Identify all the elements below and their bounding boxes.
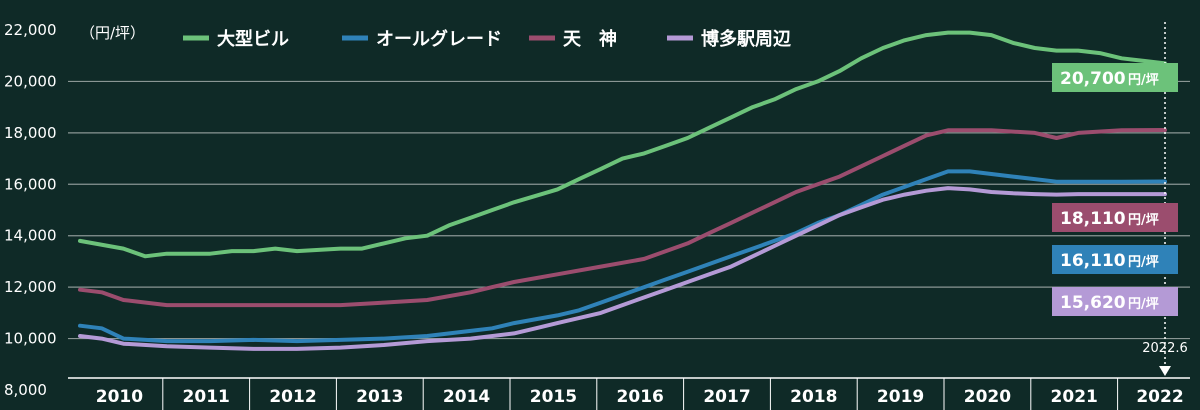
legend-label: 博多駅周辺 [701, 28, 791, 50]
marker-label: 2022.6 [1142, 341, 1188, 356]
series-lines [78, 30, 1167, 351]
x-tick-label: 2022 [1136, 387, 1183, 407]
legend: 大型ビル オールグレード 天 神 博多駅周辺 [183, 28, 791, 50]
y-tick-label: 12,000 [4, 278, 57, 296]
callout-box [1052, 287, 1178, 316]
x-tick-label: 2018 [790, 387, 837, 407]
value-callouts: 20,700 円/坪18,110 円/坪16,110 円/坪15,620 円/坪 [1052, 63, 1178, 316]
legend-label: 大型ビル [217, 28, 289, 50]
y-unit-label: （円/坪） [80, 24, 145, 42]
callout-unit: 円/坪 [1128, 73, 1159, 88]
y-tick-label: 20,000 [4, 72, 57, 90]
callout-value: 15,620 [1060, 293, 1126, 313]
x-tick-label: 2013 [356, 387, 403, 407]
y-tick-label: 22,000 [4, 21, 57, 39]
callout-value: 16,110 [1060, 251, 1126, 271]
callout-box [1052, 63, 1178, 92]
x-tick-label: 2014 [443, 387, 490, 407]
x-tick-label: 2010 [96, 387, 143, 407]
callout-unit: 円/坪 [1128, 213, 1159, 228]
series-line-3 [78, 186, 1167, 351]
callout-unit: 円/坪 [1128, 255, 1159, 270]
x-tick-label: 2020 [964, 387, 1011, 407]
callout-unit: 円/坪 [1128, 297, 1159, 312]
callout-value: 20,700 [1060, 69, 1126, 89]
y-tick-label: 14,000 [4, 227, 57, 245]
callout-box [1052, 245, 1178, 274]
y-tick-label: 8,000 [4, 381, 47, 399]
x-axis: 2010 2011 2012 2013 2014 2015 2016 2017 2018 2019… [68, 377, 1190, 410]
x-tick-label: 2015 [530, 387, 577, 407]
y-axis-ticks: 22,000 20,000 18,000 16,000 14,000 12,000 10,0… [4, 21, 57, 399]
marker-arrow [1159, 366, 1171, 376]
x-tick-label: 2012 [269, 387, 316, 407]
y-tick-label: 18,000 [4, 124, 57, 142]
gridlines [68, 80, 1190, 340]
legend-label: 天 神 [563, 28, 617, 50]
callout-value: 18,110 [1060, 209, 1126, 229]
series-line-0 [78, 30, 1167, 259]
x-tick-label: 2011 [183, 387, 230, 407]
x-tick-label: 2021 [1051, 387, 1098, 407]
x-tick-label: 2019 [877, 387, 924, 407]
callout-box [1052, 203, 1178, 232]
legend-label: オールグレード [376, 28, 502, 50]
x-tick-label: 2016 [617, 387, 664, 407]
x-tick-label: 2017 [703, 387, 750, 407]
series-line-2 [78, 128, 1167, 308]
y-tick-label: 16,000 [4, 175, 57, 193]
series-line-1 [78, 169, 1167, 344]
y-tick-label: 10,000 [4, 330, 57, 348]
